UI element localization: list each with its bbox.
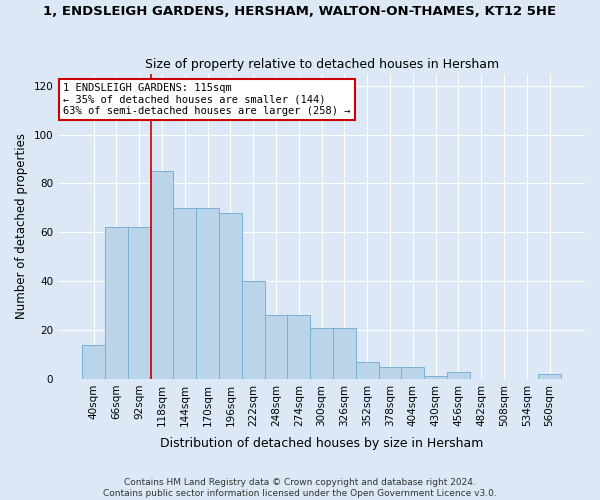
Title: Size of property relative to detached houses in Hersham: Size of property relative to detached ho… — [145, 58, 499, 71]
Bar — [196, 208, 219, 379]
Bar — [242, 281, 265, 379]
Text: Contains HM Land Registry data © Crown copyright and database right 2024.
Contai: Contains HM Land Registry data © Crown c… — [103, 478, 497, 498]
Text: 1 ENDSLEIGH GARDENS: 115sqm
← 35% of detached houses are smaller (144)
63% of se: 1 ENDSLEIGH GARDENS: 115sqm ← 35% of det… — [64, 82, 351, 116]
Y-axis label: Number of detached properties: Number of detached properties — [15, 133, 28, 319]
Bar — [105, 228, 128, 379]
Text: 1, ENDSLEIGH GARDENS, HERSHAM, WALTON-ON-THAMES, KT12 5HE: 1, ENDSLEIGH GARDENS, HERSHAM, WALTON-ON… — [43, 5, 557, 18]
Bar — [82, 344, 105, 379]
Bar — [287, 316, 310, 379]
X-axis label: Distribution of detached houses by size in Hersham: Distribution of detached houses by size … — [160, 437, 483, 450]
Bar — [447, 372, 470, 379]
Bar — [379, 366, 401, 379]
Bar — [310, 328, 333, 379]
Bar — [333, 328, 356, 379]
Bar — [128, 228, 151, 379]
Bar — [401, 366, 424, 379]
Bar — [265, 316, 287, 379]
Bar — [219, 213, 242, 379]
Bar — [538, 374, 561, 379]
Bar — [173, 208, 196, 379]
Bar — [424, 376, 447, 379]
Bar — [356, 362, 379, 379]
Bar — [151, 172, 173, 379]
